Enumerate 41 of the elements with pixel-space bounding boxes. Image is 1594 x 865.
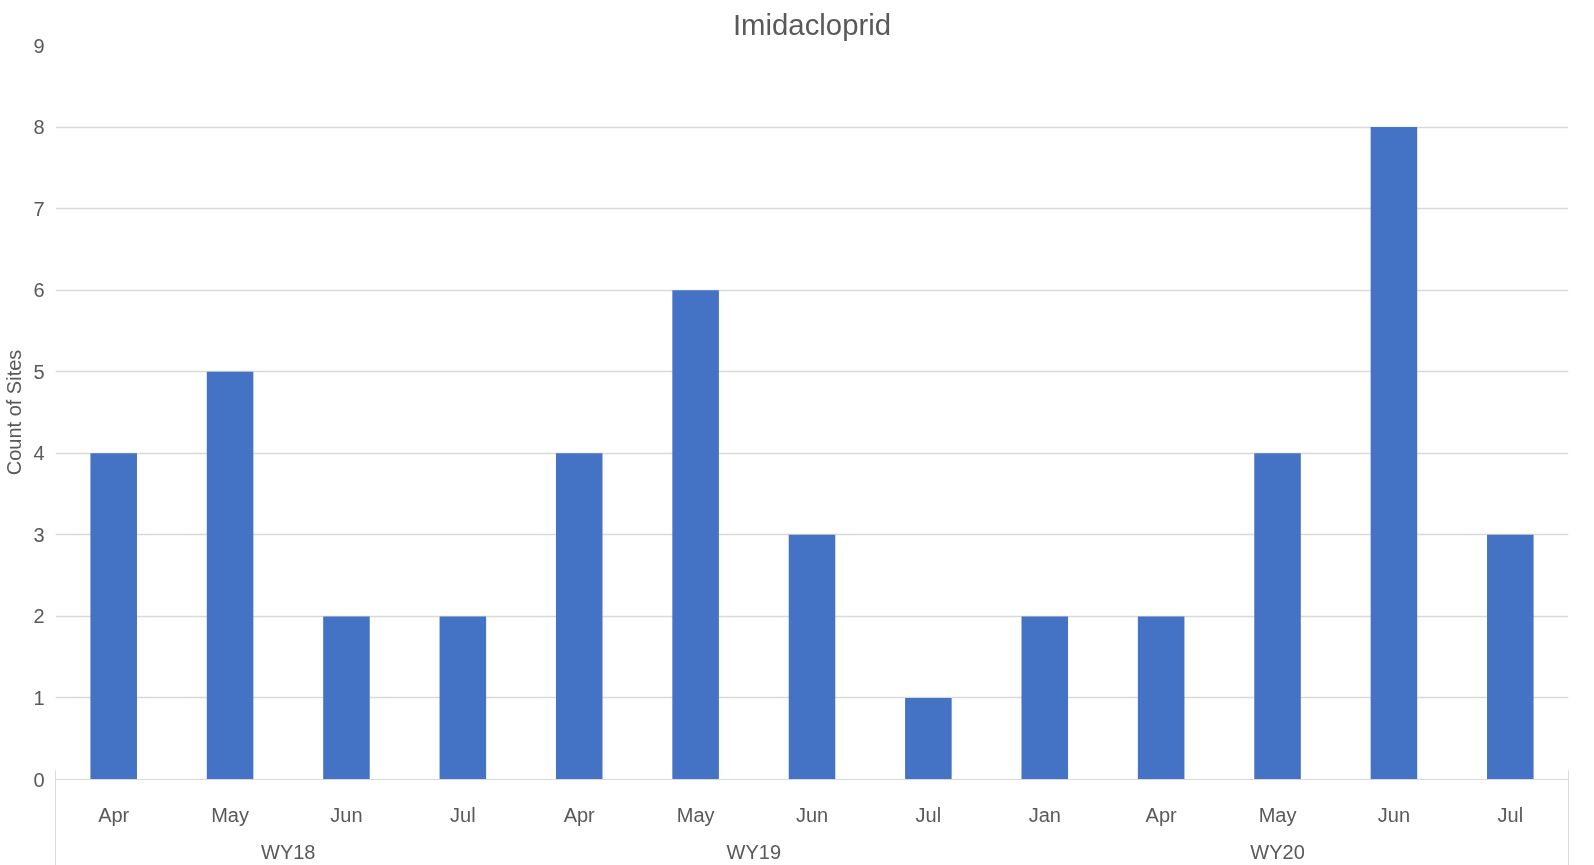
y-tick-label: 9 xyxy=(33,34,45,57)
y-tick-label: 2 xyxy=(33,605,45,628)
bar xyxy=(206,371,254,780)
bar xyxy=(1254,453,1301,780)
bar xyxy=(788,534,836,780)
x-tick-label: Jan xyxy=(1028,803,1061,826)
bar xyxy=(1137,616,1185,780)
text: WY20 xyxy=(1250,840,1305,863)
x-tick-label: Apr xyxy=(98,803,130,826)
x-tick-label: Jun xyxy=(795,803,829,826)
y-axis-title: Count of Sites xyxy=(3,349,26,476)
x-tick-label: Apr xyxy=(1145,803,1178,826)
x-tick-label: Jun xyxy=(1377,803,1411,826)
bar xyxy=(1021,616,1069,780)
bar xyxy=(905,697,952,780)
y-tick-label: 4 xyxy=(33,442,45,465)
y-tick-label: 6 xyxy=(33,279,45,302)
bar xyxy=(1487,534,1534,780)
chart-title: Imidacloprid xyxy=(732,7,892,41)
bar xyxy=(1370,127,1418,780)
x-tick-label: Jul xyxy=(450,803,476,826)
y-tick-label: 0 xyxy=(33,768,45,791)
y-tick-label: 7 xyxy=(33,197,45,220)
text: WY18 xyxy=(261,840,316,863)
bar xyxy=(323,616,370,780)
text: WY19 xyxy=(726,840,782,863)
bar xyxy=(555,453,603,780)
y-tick-label: 5 xyxy=(33,360,45,383)
bar xyxy=(439,616,487,780)
x-tick-label: Jul xyxy=(1497,803,1524,826)
bar xyxy=(90,453,137,780)
x-tick-label: May xyxy=(676,803,715,826)
x-tick-label: May xyxy=(1258,803,1297,826)
y-tick-label: 8 xyxy=(33,116,45,139)
y-tick-label: 1 xyxy=(33,686,45,709)
x-tick-label: Apr xyxy=(563,803,596,826)
x-tick-label: Jul xyxy=(915,803,942,826)
bar xyxy=(672,290,719,780)
y-tick-label: 3 xyxy=(33,523,45,546)
x-tick-label: Jun xyxy=(330,803,363,826)
x-tick-label: May xyxy=(211,803,249,826)
